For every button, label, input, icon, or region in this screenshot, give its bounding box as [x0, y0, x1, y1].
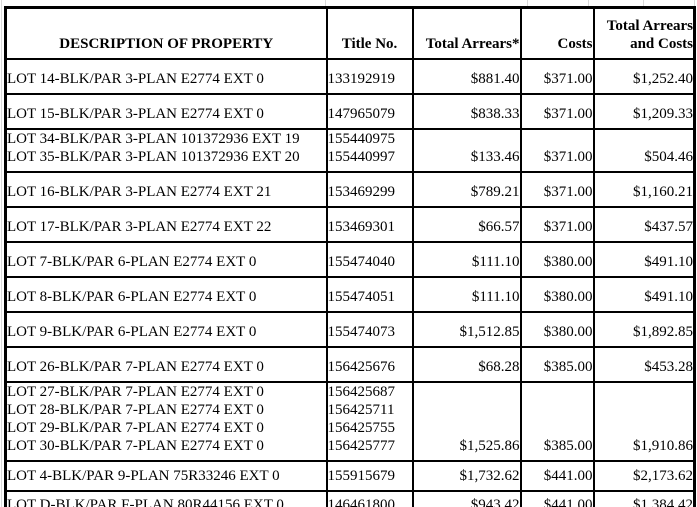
table-row: LOT 15-BLK/PAR 3-PLAN E2774 EXT 0 147965…	[4, 92, 696, 130]
table-row: LOT 9-BLK/PAR 6-PLAN E2774 EXT 0 1554740…	[4, 310, 696, 348]
total-arrears-cell: $111.10	[411, 275, 522, 313]
title-no-cell: 156425687 156425711 156425755 156425777	[325, 380, 414, 462]
costs-cell: $441.00	[519, 459, 595, 492]
property-description-cell: LOT 8-BLK/PAR 6-PLAN E2774 EXT 0	[4, 275, 328, 313]
title-no-cell: 155915679	[325, 459, 414, 492]
table-row: LOT 7-BLK/PAR 6-PLAN E2774 EXT 0 1554740…	[4, 240, 696, 278]
total-arrears-cell: $943.42	[411, 489, 522, 507]
table-row: LOT 16-BLK/PAR 3-PLAN E2774 EXT 21 15346…	[4, 170, 696, 208]
header-description-of-property: DESCRIPTION OF PROPERTY	[4, 6, 328, 60]
property-description-cell: LOT 16-BLK/PAR 3-PLAN E2774 EXT 21	[4, 170, 328, 208]
costs-cell: $371.00	[519, 57, 595, 95]
title-no-cell: 155440975 155440997	[325, 127, 414, 173]
margin-gridline-top-2	[527, 0, 528, 6]
title-no-cell: 155474040	[325, 240, 414, 278]
costs-cell: $371.00	[519, 127, 595, 173]
total-arrears-and-costs-cell: $491.10	[592, 275, 696, 313]
title-no-cell: 155474073	[325, 310, 414, 348]
total-arrears-cell: $838.33	[411, 92, 522, 130]
total-arrears-cell: $111.10	[411, 240, 522, 278]
header-row: DESCRIPTION OF PROPERTY Title No. Total …	[4, 6, 696, 60]
table-row: LOT 8-BLK/PAR 6-PLAN E2774 EXT 0 1554740…	[4, 275, 696, 313]
margin-gridline-left	[1, 0, 2, 507]
costs-cell: $371.00	[519, 205, 595, 243]
header-costs: Costs	[519, 6, 595, 60]
table-row: LOT 17-BLK/PAR 3-PLAN E2774 EXT 22 15346…	[4, 205, 696, 243]
total-arrears-and-costs-cell: $453.28	[592, 345, 696, 383]
total-arrears-cell: $1,732.62	[411, 459, 522, 492]
total-arrears-and-costs-cell: $1,160.21	[592, 170, 696, 208]
costs-cell: $380.00	[519, 310, 595, 348]
property-description-cell: LOT 4-BLK/PAR 9-PLAN 75R33246 EXT 0	[4, 459, 328, 492]
total-arrears-and-costs-cell: $504.46	[592, 127, 696, 173]
total-arrears-cell: $789.21	[411, 170, 522, 208]
table-row: LOT 14-BLK/PAR 3-PLAN E2774 EXT 0 133192…	[4, 57, 696, 95]
total-arrears-and-costs-cell: $491.10	[592, 240, 696, 278]
title-no-cell: 153469301	[325, 205, 414, 243]
margin-gridline-top-1	[325, 0, 326, 6]
property-description-cell: LOT 15-BLK/PAR 3-PLAN E2774 EXT 0	[4, 92, 328, 130]
table-row: LOT 26-BLK/PAR 7-PLAN E2774 EXT 0 156425…	[4, 345, 696, 383]
property-description-cell: LOT 7-BLK/PAR 6-PLAN E2774 EXT 0	[4, 240, 328, 278]
margin-gridline-top-4	[643, 0, 644, 6]
total-arrears-cell: $1,525.86	[411, 380, 522, 462]
costs-cell: $371.00	[519, 170, 595, 208]
title-no-cell: 133192919	[325, 57, 414, 95]
costs-cell: $371.00	[519, 92, 595, 130]
header-total-arrears-and-costs: Total Arrears and Costs	[592, 6, 696, 60]
total-arrears-cell: $133.46	[411, 127, 522, 173]
costs-cell: $385.00	[519, 380, 595, 462]
property-description-cell: LOT 34-BLK/PAR 3-PLAN 101372936 EXT 19 L…	[4, 127, 328, 173]
property-arrears-table: DESCRIPTION OF PROPERTY Title No. Total …	[4, 6, 696, 507]
total-arrears-and-costs-cell: $1,892.85	[592, 310, 696, 348]
total-arrears-cell: $66.57	[411, 205, 522, 243]
title-no-cell: 156425676	[325, 345, 414, 383]
costs-cell: $380.00	[519, 275, 595, 313]
total-arrears-and-costs-cell: $1,252.40	[592, 57, 696, 95]
property-description-cell: LOT D-BLK/PAR F-PLAN 80R44156 EXT 0	[4, 489, 328, 507]
total-arrears-and-costs-cell: $1,910.86	[592, 380, 696, 462]
property-description-cell: LOT 14-BLK/PAR 3-PLAN E2774 EXT 0	[4, 57, 328, 95]
margin-gridline-top-3	[588, 0, 589, 6]
total-arrears-cell: $1,512.85	[411, 310, 522, 348]
table-row: LOT 34-BLK/PAR 3-PLAN 101372936 EXT 19 L…	[4, 127, 696, 173]
table-row: LOT 27-BLK/PAR 7-PLAN E2774 EXT 0 LOT 28…	[4, 380, 696, 462]
total-arrears-and-costs-cell: $437.57	[592, 205, 696, 243]
property-description-cell: LOT 9-BLK/PAR 6-PLAN E2774 EXT 0	[4, 310, 328, 348]
header-title-no: Title No.	[325, 6, 414, 60]
costs-cell: $380.00	[519, 240, 595, 278]
costs-cell: $385.00	[519, 345, 595, 383]
property-description-cell: LOT 26-BLK/PAR 7-PLAN E2774 EXT 0	[4, 345, 328, 383]
title-no-cell: 153469299	[325, 170, 414, 208]
title-no-cell: 146461800	[325, 489, 414, 507]
title-no-cell: 147965079	[325, 92, 414, 130]
header-total-arrears: Total Arrears*	[411, 6, 522, 60]
total-arrears-and-costs-cell: $1,384.42	[592, 489, 696, 507]
total-arrears-and-costs-cell: $1,209.33	[592, 92, 696, 130]
table-row: LOT D-BLK/PAR F-PLAN 80R44156 EXT 0 1464…	[4, 489, 696, 507]
costs-cell: $441.00	[519, 489, 595, 507]
total-arrears-and-costs-cell: $2,173.62	[592, 459, 696, 492]
property-description-cell: LOT 17-BLK/PAR 3-PLAN E2774 EXT 22	[4, 205, 328, 243]
title-no-cell: 155474051	[325, 275, 414, 313]
property-description-cell: LOT 27-BLK/PAR 7-PLAN E2774 EXT 0 LOT 28…	[4, 380, 328, 462]
total-arrears-cell: $68.28	[411, 345, 522, 383]
total-arrears-cell: $881.40	[411, 57, 522, 95]
table-row: LOT 4-BLK/PAR 9-PLAN 75R33246 EXT 0 1559…	[4, 459, 696, 492]
